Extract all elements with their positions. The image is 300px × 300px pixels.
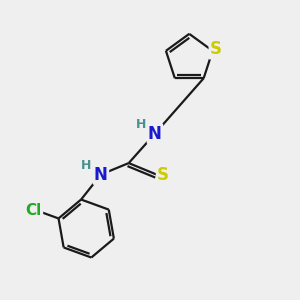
Text: N: N <box>148 124 162 142</box>
Text: S: S <box>210 40 222 58</box>
Text: Cl: Cl <box>26 202 42 217</box>
Text: N: N <box>94 166 108 184</box>
Text: S: S <box>157 166 169 184</box>
Text: H: H <box>136 118 146 131</box>
Text: H: H <box>81 159 92 172</box>
